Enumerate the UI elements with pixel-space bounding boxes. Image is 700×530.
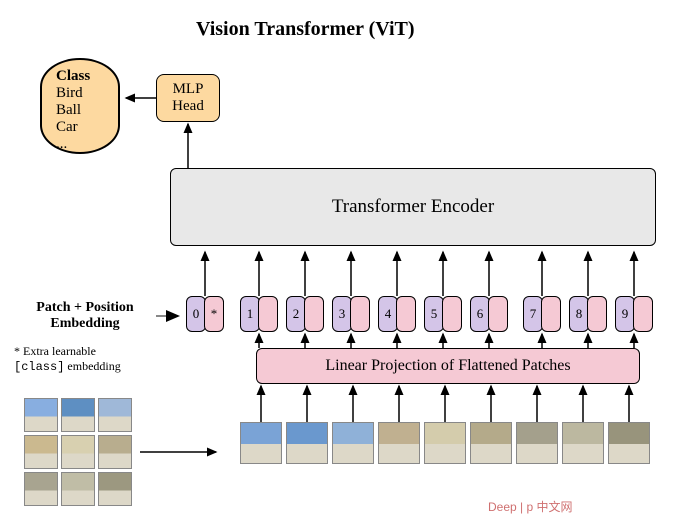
grid-patch — [61, 398, 95, 432]
grid-patch — [24, 435, 58, 469]
grid-patch — [61, 472, 95, 506]
seq-patch — [332, 422, 374, 464]
position-token-1: 1 — [240, 296, 260, 332]
position-token-7: 7 — [523, 296, 543, 332]
patch-token-2 — [304, 296, 324, 332]
grid-patch — [24, 398, 58, 432]
position-token-3: 3 — [332, 296, 352, 332]
position-token-6: 6 — [470, 296, 490, 332]
grid-patch — [98, 472, 132, 506]
grid-patch — [98, 435, 132, 469]
position-token-8: 8 — [569, 296, 589, 332]
seq-patch — [516, 422, 558, 464]
seq-patch — [562, 422, 604, 464]
position-token-4: 4 — [378, 296, 398, 332]
patch-token-1 — [258, 296, 278, 332]
seq-patch — [470, 422, 512, 464]
seq-patch — [286, 422, 328, 464]
seq-patch — [424, 422, 466, 464]
position-token-9: 9 — [615, 296, 635, 332]
patch-token-3 — [350, 296, 370, 332]
position-token-5: 5 — [424, 296, 444, 332]
seq-patch — [240, 422, 282, 464]
position-token-2: 2 — [286, 296, 306, 332]
grid-patch — [24, 472, 58, 506]
seq-patch — [378, 422, 420, 464]
patch-token-7 — [541, 296, 561, 332]
grid-patch — [61, 435, 95, 469]
patch-token-4 — [396, 296, 416, 332]
patch-token-8 — [587, 296, 607, 332]
class-token: * — [204, 296, 224, 332]
grid-patch — [98, 398, 132, 432]
position-token-0: 0 — [186, 296, 206, 332]
patch-token-6 — [488, 296, 508, 332]
seq-patch — [608, 422, 650, 464]
watermark: Deep | p 中文网 — [488, 498, 572, 515]
patch-token-9 — [633, 296, 653, 332]
patch-token-5 — [442, 296, 462, 332]
